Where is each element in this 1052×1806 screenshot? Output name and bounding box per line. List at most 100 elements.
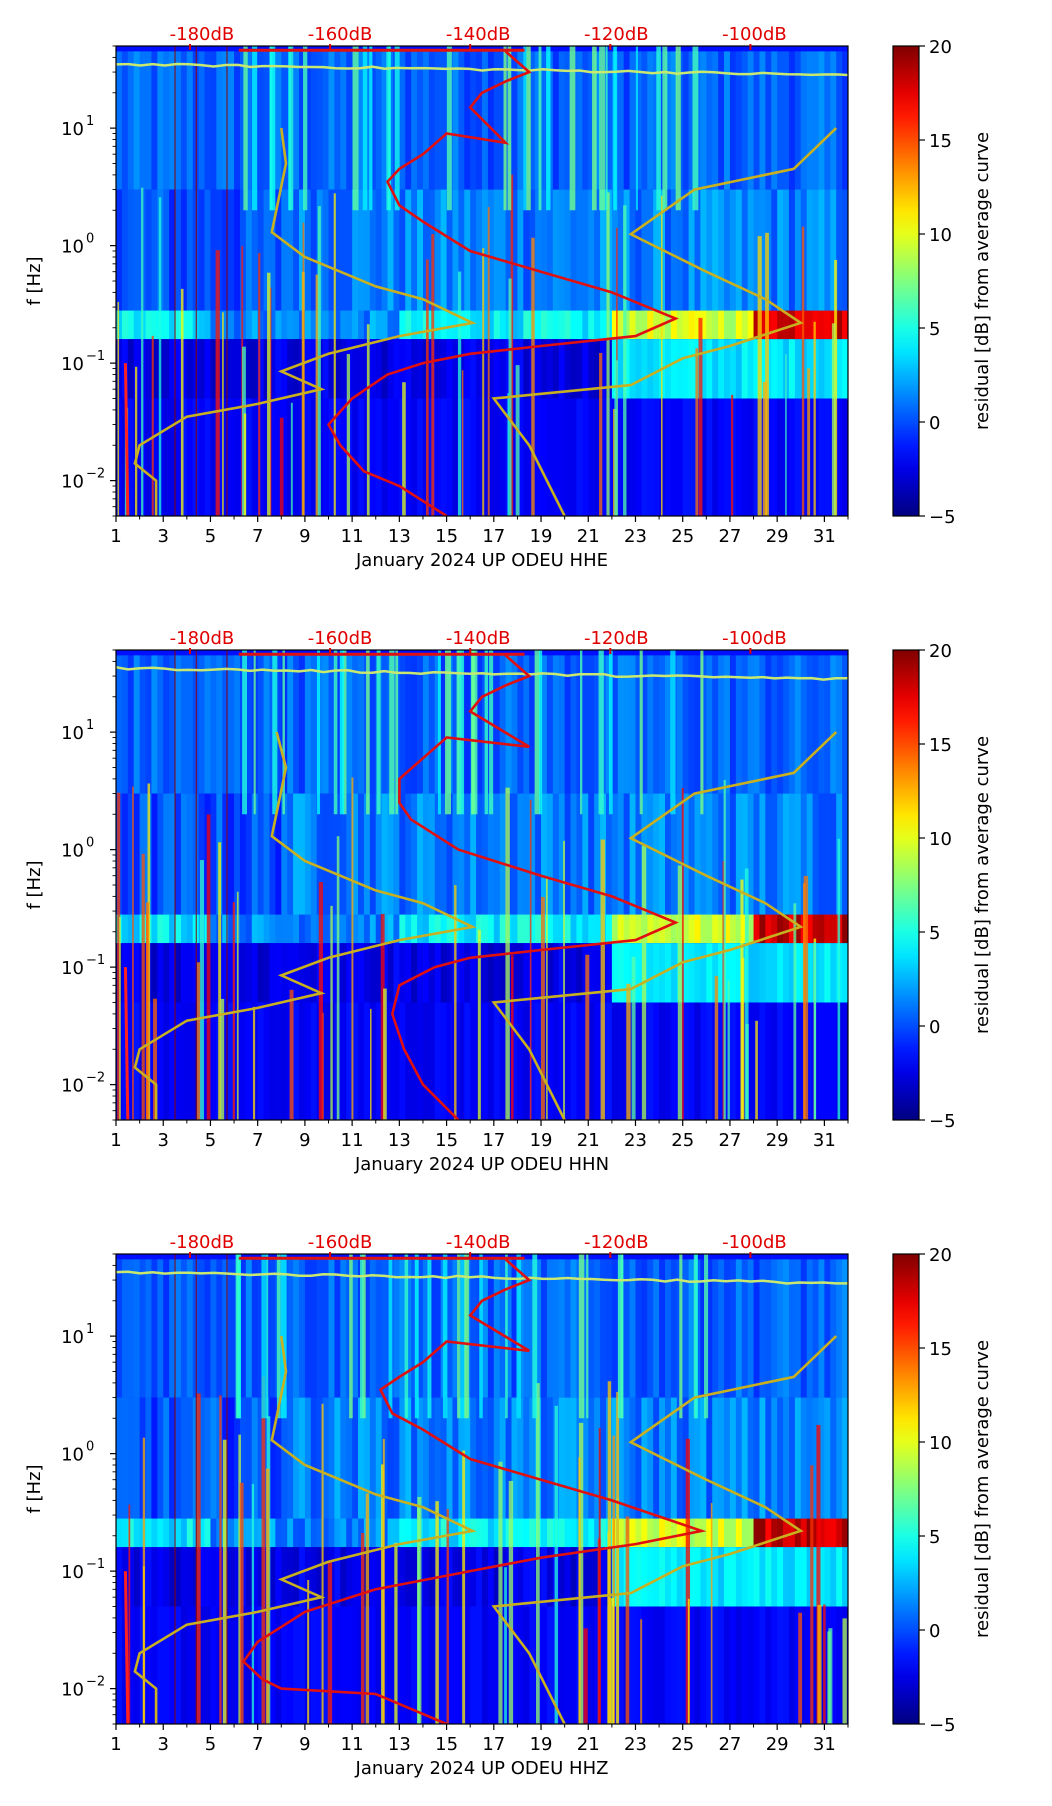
heatmap-cell bbox=[281, 310, 288, 340]
heatmap-cell bbox=[830, 1259, 837, 1398]
heatmap-cell bbox=[653, 793, 660, 921]
heatmap-cell bbox=[375, 310, 383, 340]
heatmap-cell bbox=[830, 793, 837, 921]
heatmap-cell bbox=[670, 1002, 678, 1120]
heatmap-cell bbox=[788, 1397, 796, 1525]
heatmap-cell bbox=[487, 1518, 495, 1548]
heatmap-cell bbox=[281, 1397, 288, 1525]
heatmap-cell bbox=[399, 1518, 406, 1548]
heatmap-cell bbox=[163, 310, 170, 340]
heatmap-cell bbox=[806, 1518, 814, 1548]
heatmap-cell bbox=[299, 943, 306, 1003]
heatmap-cell bbox=[340, 1002, 347, 1120]
hf-streak bbox=[266, 1254, 269, 1419]
heatmap-cell bbox=[493, 1518, 501, 1548]
heatmap-cell bbox=[712, 1259, 719, 1398]
heatmap-cell bbox=[670, 1518, 678, 1548]
heatmap-cell bbox=[180, 655, 188, 794]
heatmap-cell bbox=[499, 793, 507, 921]
heatmap-cell bbox=[635, 398, 642, 516]
transient-streak bbox=[529, 799, 532, 1120]
heatmap-cell bbox=[842, 1547, 848, 1607]
heatmap-cell bbox=[169, 51, 176, 190]
hf-streak bbox=[261, 1254, 267, 1419]
heatmap-cell bbox=[564, 51, 572, 190]
heatmap-cell bbox=[363, 793, 371, 921]
heatmap-cell bbox=[293, 51, 300, 190]
heatmap-cell bbox=[706, 189, 713, 317]
heatmap-cell bbox=[340, 793, 347, 921]
heatmap-cell bbox=[735, 1002, 743, 1120]
heatmap-cell bbox=[169, 310, 176, 340]
heatmap-cell bbox=[788, 943, 796, 1003]
hf-streak bbox=[404, 1254, 409, 1419]
heatmap-cell bbox=[523, 655, 530, 794]
y-tick-label: 10 bbox=[61, 354, 84, 375]
transient-streak bbox=[498, 1461, 503, 1724]
heatmap-cell bbox=[145, 1259, 152, 1398]
heatmap-cell bbox=[369, 51, 377, 190]
heatmap-cell bbox=[381, 1259, 389, 1398]
heatmap-cell bbox=[186, 1606, 194, 1724]
transient-streak bbox=[793, 903, 797, 1120]
yellow-model-curve-left bbox=[133, 731, 477, 1120]
heatmap-cell bbox=[824, 189, 831, 317]
hf-streak bbox=[272, 650, 278, 815]
heatmap-cell bbox=[346, 793, 353, 921]
heatmap-cell bbox=[487, 398, 495, 516]
heatmap-cell bbox=[175, 793, 182, 921]
hf-streak bbox=[546, 46, 551, 211]
hf-streak bbox=[578, 1254, 585, 1419]
heatmap-cell bbox=[434, 793, 442, 921]
transient-streak bbox=[360, 1532, 365, 1724]
transient-streak bbox=[563, 840, 565, 1120]
heatmap-cell bbox=[842, 943, 848, 1003]
transient-streak bbox=[222, 312, 224, 516]
heatmap-cell bbox=[322, 914, 330, 944]
heatmap-cell bbox=[381, 1547, 389, 1607]
y-tick-exponent: −1 bbox=[86, 953, 105, 968]
heatmap-cell bbox=[558, 1518, 566, 1548]
heatmap-cell bbox=[724, 1002, 731, 1120]
heatmap-cell bbox=[499, 1547, 507, 1607]
heatmap-cell bbox=[765, 1606, 772, 1724]
heatmap-cell bbox=[759, 914, 766, 944]
heatmap-cell bbox=[482, 1397, 489, 1525]
heatmap-cell bbox=[228, 310, 235, 340]
heatmap-cell bbox=[116, 51, 123, 190]
heatmap-cell bbox=[818, 914, 825, 944]
heatmap-cell bbox=[588, 1002, 595, 1120]
transient-streak bbox=[755, 1020, 758, 1120]
heatmap-cell bbox=[263, 943, 270, 1003]
hf-streak bbox=[394, 46, 400, 211]
heatmap-cell bbox=[180, 1259, 188, 1398]
y-tick-label: 10 bbox=[61, 119, 84, 140]
heatmap-cell bbox=[352, 1397, 359, 1525]
x-tick-label: 11 bbox=[341, 1130, 364, 1151]
heatmap-cell bbox=[783, 793, 790, 921]
heatmap-cell bbox=[328, 339, 335, 399]
heatmap-cell bbox=[239, 1397, 247, 1525]
hf-streak bbox=[252, 46, 258, 211]
heatmap-cell bbox=[458, 189, 465, 317]
transient-streak bbox=[554, 1405, 558, 1724]
heatmap-cell bbox=[824, 51, 831, 190]
heatmap-cell bbox=[836, 1518, 843, 1548]
heatmap-cell bbox=[387, 1002, 394, 1120]
heatmap-cell bbox=[605, 793, 613, 921]
heatmap-cell bbox=[641, 1259, 648, 1398]
heatmap-cell bbox=[641, 339, 648, 399]
heatmap-cell bbox=[387, 398, 394, 516]
heatmap-cell bbox=[245, 1002, 253, 1120]
heatmap-cell bbox=[310, 943, 318, 1003]
heatmap-cell bbox=[133, 943, 141, 1003]
heatmap-cell bbox=[546, 655, 554, 794]
heatmap-cell bbox=[670, 1259, 678, 1398]
heatmap-cell bbox=[641, 1397, 648, 1525]
heatmap-cell bbox=[363, 914, 371, 944]
heatmap-cell bbox=[570, 339, 577, 399]
heatmap-cell bbox=[210, 1397, 217, 1525]
heatmap-cell bbox=[245, 793, 253, 921]
heatmap-cell bbox=[724, 1606, 731, 1724]
db-scale-label: -100dB bbox=[722, 1232, 787, 1253]
